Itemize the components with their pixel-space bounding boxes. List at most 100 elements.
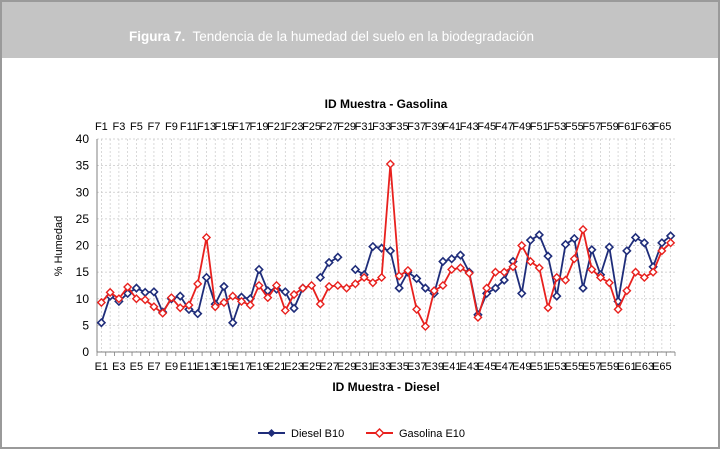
- data-point-gasolina: [306, 280, 317, 291]
- data-point-gasolina: [298, 283, 308, 293]
- data-point-diesel: [517, 288, 527, 299]
- data-point-diesel: [201, 272, 212, 283]
- top-tick-label: F39: [425, 121, 444, 133]
- data-point-gasolina: [394, 271, 404, 281]
- bottom-tick-label: E25: [302, 361, 322, 373]
- bottom-tick-label: E23: [284, 361, 304, 373]
- data-point-gasolina: [595, 272, 606, 283]
- legend-entry-gasolina: Gasolina E10: [366, 427, 465, 440]
- bottom-tick-label: E59: [600, 361, 620, 373]
- bottom-tick-label: E55: [564, 361, 584, 373]
- data-point-gasolina: [622, 286, 632, 296]
- data-point-gasolina: [473, 312, 483, 322]
- data-point-gasolina: [517, 240, 527, 251]
- top-tick-label: F59: [600, 121, 619, 133]
- bottom-tick-label: E7: [147, 361, 160, 373]
- data-point-diesel: [420, 283, 431, 293]
- top-tick-label: F9: [165, 121, 178, 133]
- data-point-diesel: [280, 287, 291, 297]
- data-point-gasolina: [368, 278, 378, 288]
- data-point-diesel: [578, 283, 588, 293]
- data-point-gasolina: [263, 293, 273, 303]
- top-tick-label: F1: [95, 121, 108, 133]
- y-tick-label: 20: [76, 239, 90, 253]
- data-point-diesel: [630, 232, 641, 243]
- data-point-gasolina: [666, 238, 676, 248]
- series: [96, 159, 676, 332]
- data-point-gasolina: [385, 159, 395, 169]
- bottom-tick-label: E1: [95, 361, 108, 373]
- data-point-diesel: [446, 254, 457, 264]
- data-point-diesel: [543, 251, 553, 261]
- data-point-gasolina: [123, 282, 133, 292]
- top-tick-label: F33: [372, 121, 391, 133]
- data-point-diesel: [639, 238, 650, 248]
- y-tick-label: 35: [76, 159, 90, 173]
- bottom-tick-label: E61: [617, 361, 637, 373]
- y-tick-label: 5: [82, 318, 89, 332]
- top-tick-label: F31: [355, 121, 374, 133]
- data-point-gasolina: [657, 246, 667, 256]
- figure-label: Figura 7.: [129, 29, 186, 44]
- top-tick-label: F7: [148, 121, 161, 133]
- grid: [97, 138, 675, 352]
- top-tick-label: F15: [215, 121, 234, 133]
- top-tick-label: F21: [267, 121, 286, 133]
- data-point-gasolina: [420, 321, 430, 332]
- figure-title: Tendencia de la humedad del suelo en la …: [192, 29, 535, 44]
- top-tick-label: F35: [390, 121, 409, 133]
- y-axis-title: % Humedad: [53, 216, 65, 277]
- top-tick-label: F17: [232, 121, 251, 133]
- top-tick-label: F65: [652, 121, 671, 133]
- data-point-gasolina: [149, 302, 159, 312]
- y-tick-label: 10: [76, 292, 90, 306]
- data-point-gasolina: [464, 268, 474, 278]
- data-point-diesel: [315, 272, 326, 283]
- bottom-tick-label: E19: [249, 361, 269, 373]
- top-tick-label: F19: [250, 121, 269, 133]
- data-point-diesel: [96, 317, 107, 328]
- data-point-gasolina: [210, 302, 220, 312]
- bottom-tick-label: E27: [319, 361, 339, 373]
- data-point-gasolina: [587, 264, 597, 275]
- data-point-gasolina: [499, 267, 509, 277]
- data-point-diesel: [228, 317, 238, 328]
- data-point-diesel: [481, 288, 492, 299]
- data-point-gasolina: [648, 267, 658, 277]
- data-point-diesel: [552, 291, 562, 301]
- data-point-gasolina: [508, 262, 518, 272]
- data-point-gasolina: [534, 263, 544, 273]
- data-point-diesel: [333, 252, 343, 262]
- bottom-tick-label: E17: [232, 361, 252, 373]
- bottom-tick-label: E41: [442, 361, 462, 373]
- data-point-gasolina: [245, 300, 255, 310]
- bottom-tick-label: E11: [180, 361, 199, 373]
- data-point-diesel: [455, 250, 466, 260]
- data-point-gasolina: [482, 283, 492, 293]
- data-point-gasolina: [350, 279, 360, 289]
- top-tick-label: F43: [460, 121, 479, 133]
- bottom-tick-label: E33: [372, 361, 392, 373]
- bottom-tick-label: E29: [337, 361, 357, 373]
- data-point-gasolina: [236, 296, 247, 307]
- data-point-gasolina: [552, 272, 562, 283]
- data-point-diesel: [192, 308, 203, 319]
- data-point-gasolina: [175, 303, 185, 313]
- top-tick-label: F23: [285, 121, 304, 133]
- data-point-diesel: [499, 275, 509, 285]
- data-point-diesel: [525, 235, 536, 245]
- top-tick-label: F57: [582, 121, 601, 133]
- top-tick-label: F3: [112, 121, 125, 133]
- bottom-tick-label: E21: [267, 361, 287, 373]
- top-tick-label: F37: [407, 121, 426, 133]
- y-tick-label: 30: [76, 185, 90, 199]
- bottom-tick-label: E53: [547, 361, 567, 373]
- caption-bar: Figura 7. Tendencia de la humedad del su…: [2, 2, 718, 58]
- legend: Diesel B10 Gasolina E10: [258, 427, 465, 440]
- data-point-diesel: [394, 283, 404, 293]
- data-point-diesel: [350, 264, 361, 275]
- top-tick-label: F61: [617, 121, 636, 133]
- data-point-gasolina: [158, 308, 168, 318]
- data-point-diesel: [219, 281, 229, 292]
